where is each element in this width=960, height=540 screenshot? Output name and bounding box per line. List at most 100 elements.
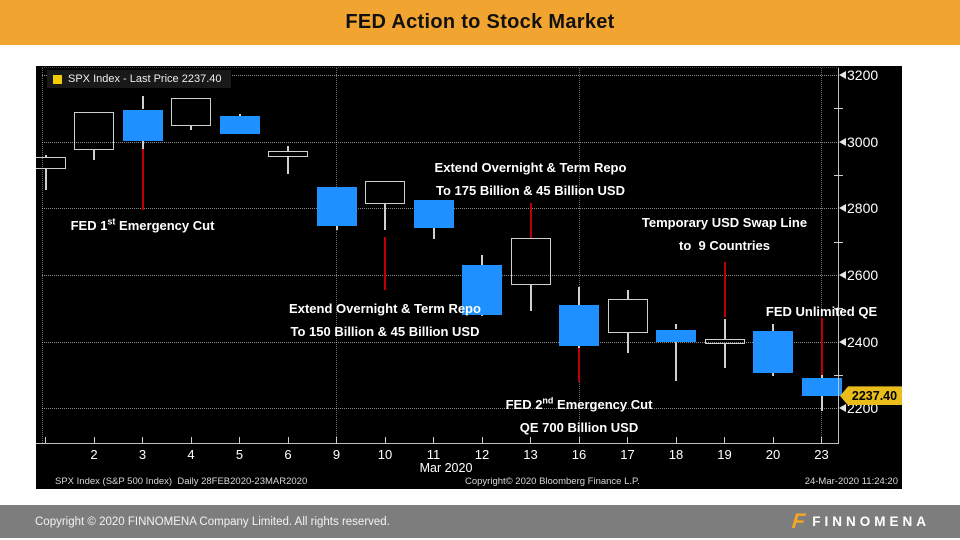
x-axis-tick <box>627 437 628 443</box>
y-axis-minor-tick <box>834 108 843 110</box>
candle-wick <box>626 333 629 353</box>
candle-wick <box>772 323 774 331</box>
x-axis-tick <box>772 437 774 443</box>
y-axis-label: 2600 <box>847 267 879 283</box>
candle-wick <box>44 169 47 190</box>
plot-left-border <box>42 68 43 443</box>
candle-wick <box>238 113 241 117</box>
candle-wick <box>190 126 192 131</box>
x-axis-label: 18 <box>668 447 684 462</box>
x-axis-line <box>36 443 839 444</box>
x-axis-label: 3 <box>138 447 147 462</box>
y-axis-line <box>838 68 839 444</box>
y-axis-minor-tick <box>834 241 843 243</box>
gridline-v <box>578 68 580 443</box>
candle-wick <box>772 373 774 377</box>
candle-wick <box>384 203 386 231</box>
x-axis-label: 2 <box>90 447 98 462</box>
x-axis-label: 16 <box>571 447 587 462</box>
candle-wick <box>675 323 677 330</box>
candle-wick <box>626 290 629 299</box>
event-line <box>529 203 532 238</box>
candle-wick <box>141 96 144 110</box>
y-axis-tick-arrow <box>839 71 846 79</box>
y-axis-label: 3200 <box>847 67 879 83</box>
candle-body-12 <box>462 264 502 315</box>
x-axis-label: 17 <box>620 447 635 462</box>
candle-body-9 <box>316 187 357 227</box>
candle-body-18 <box>656 329 696 343</box>
y-axis-minor-tick <box>834 375 843 376</box>
annotation-repo-175-billion: Extend Overnight & Term Repo To 175 Billi… <box>434 159 627 198</box>
candle-wick <box>723 343 726 369</box>
y-axis-tick-arrow <box>839 137 846 146</box>
candle-body-11 <box>413 199 454 228</box>
event-line <box>723 262 726 317</box>
candle-wick <box>141 140 144 150</box>
candle-body-19 <box>704 338 745 344</box>
x-axis-label: 6 <box>284 447 292 462</box>
y-axis-tick-arrow <box>839 337 846 346</box>
annotation-fed-1st-emergency-cut: FED 1st Emergency Cut <box>70 216 215 233</box>
last-price-tag: 2237.40 <box>840 386 902 406</box>
gridline-v <box>821 68 822 443</box>
x-axis-tick <box>821 437 822 443</box>
x-axis-tick <box>433 437 434 443</box>
candle-body-10 <box>365 180 405 204</box>
legend-swatch-icon <box>53 74 62 84</box>
header-bar: FED Action to Stock Market <box>0 0 960 45</box>
y-axis-minor-tick <box>834 308 843 310</box>
event-line <box>384 237 386 290</box>
candle-body-6 <box>268 150 308 157</box>
x-axis-tick <box>239 437 240 443</box>
x-axis-label: 20 <box>765 447 781 462</box>
candle-body-20 <box>753 331 793 374</box>
x-axis-label: 11 <box>426 447 441 462</box>
gridline-h <box>42 408 839 410</box>
candle-body-2 <box>74 111 114 151</box>
gridline-h <box>42 275 839 276</box>
candle-wick <box>335 226 338 231</box>
annotation-usd-swap-line: Temporary USD Swap Line to 9 Countries <box>641 214 808 253</box>
x-axis-label: 10 <box>377 447 393 462</box>
candle-body-17 <box>607 298 648 334</box>
x-axis-tick <box>578 437 580 443</box>
x-axis-tick <box>142 437 143 443</box>
x-axis-tick <box>45 437 46 443</box>
candle-wick <box>675 342 677 382</box>
candle-wick <box>820 374 823 379</box>
x-axis-label: 5 <box>235 447 244 462</box>
annotation-repo-150-billion: Extend Overnight & Term Repo To 150 Billi… <box>289 300 481 339</box>
candle-wick <box>578 346 580 348</box>
gridline-v <box>336 68 337 443</box>
x-axis-label: 13 <box>523 447 538 462</box>
candle-wick <box>481 254 483 265</box>
x-axis-tick <box>336 437 337 443</box>
candle-body-4 <box>171 98 211 127</box>
gridline-h <box>42 341 839 343</box>
page-title: FED Action to Stock Market <box>345 11 615 33</box>
y-axis-tick-arrow <box>839 404 846 413</box>
candle-wick <box>93 150 95 160</box>
event-line <box>141 145 144 210</box>
x-axis-tick <box>530 437 531 443</box>
y-axis-label: 2800 <box>847 200 879 217</box>
candle-body-3 <box>122 109 163 141</box>
x-axis-label: 4 <box>187 447 195 462</box>
candle-wick <box>481 314 483 316</box>
event-line <box>820 318 823 378</box>
x-axis-tick <box>190 437 192 443</box>
x-axis-label: 23 <box>814 447 829 462</box>
x-axis-tick <box>93 437 95 443</box>
y-axis-label: 3000 <box>847 133 879 150</box>
brand-name: FINNOMENA <box>812 514 930 529</box>
candle-body-23 <box>801 378 842 396</box>
chart-footnote-center: Copyright© 2020 Bloomberg Finance L.P. <box>465 476 640 487</box>
finnomena-logo: F FINNOMENA <box>791 510 960 533</box>
legend: SPX Index - Last Price 2237.40 <box>47 70 232 88</box>
candle-wick <box>432 227 435 240</box>
x-axis-tick <box>287 437 289 443</box>
plot-area: 3200 3000 2800 2600 2400 2200 2 3 4 5 6 9 10 11 12 13 16… <box>36 66 902 489</box>
gridline-h <box>42 75 839 76</box>
